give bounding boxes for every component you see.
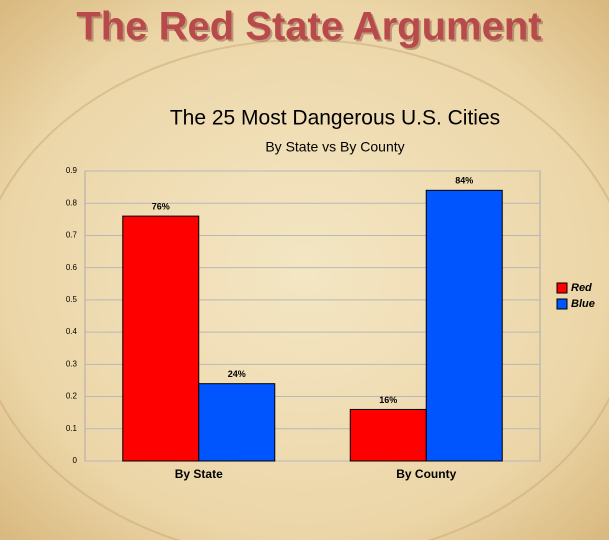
legend-swatch xyxy=(556,282,568,294)
y-tick-label: 0.5 xyxy=(66,295,78,304)
y-tick-label: 0.3 xyxy=(66,359,78,368)
y-tick-label: 0 xyxy=(73,456,78,465)
y-tick-label: 0.2 xyxy=(66,392,78,401)
bar xyxy=(122,215,200,462)
legend-swatch xyxy=(556,298,568,310)
y-tick-label: 0.6 xyxy=(66,263,78,272)
legend-label: Red xyxy=(571,282,592,294)
y-tick-label: 0.4 xyxy=(66,327,78,336)
value-label: 16% xyxy=(379,395,397,405)
y-tick-label: 0.7 xyxy=(66,231,78,240)
bar xyxy=(198,383,276,462)
x-tick-label: By County xyxy=(396,467,456,481)
value-label: 24% xyxy=(228,369,246,379)
value-label: 76% xyxy=(152,201,170,211)
y-tick-label: 0.8 xyxy=(66,198,78,207)
bar xyxy=(349,408,427,462)
slide-title: The Red State Argument xyxy=(76,5,541,49)
x-tick-label: By State xyxy=(175,467,223,481)
legend-label: Blue xyxy=(571,298,595,310)
chart-title: The 25 Most Dangerous U.S. Cities xyxy=(170,107,500,130)
decoration xyxy=(0,39,609,540)
value-label: 84% xyxy=(455,176,473,186)
y-tick-label: 0.9 xyxy=(66,166,78,175)
chart-subtitle: By State vs By County xyxy=(265,139,404,155)
bar xyxy=(425,189,503,462)
title-shadow: The Red State Argument xyxy=(78,7,543,51)
y-tick-label: 0.1 xyxy=(66,424,78,433)
